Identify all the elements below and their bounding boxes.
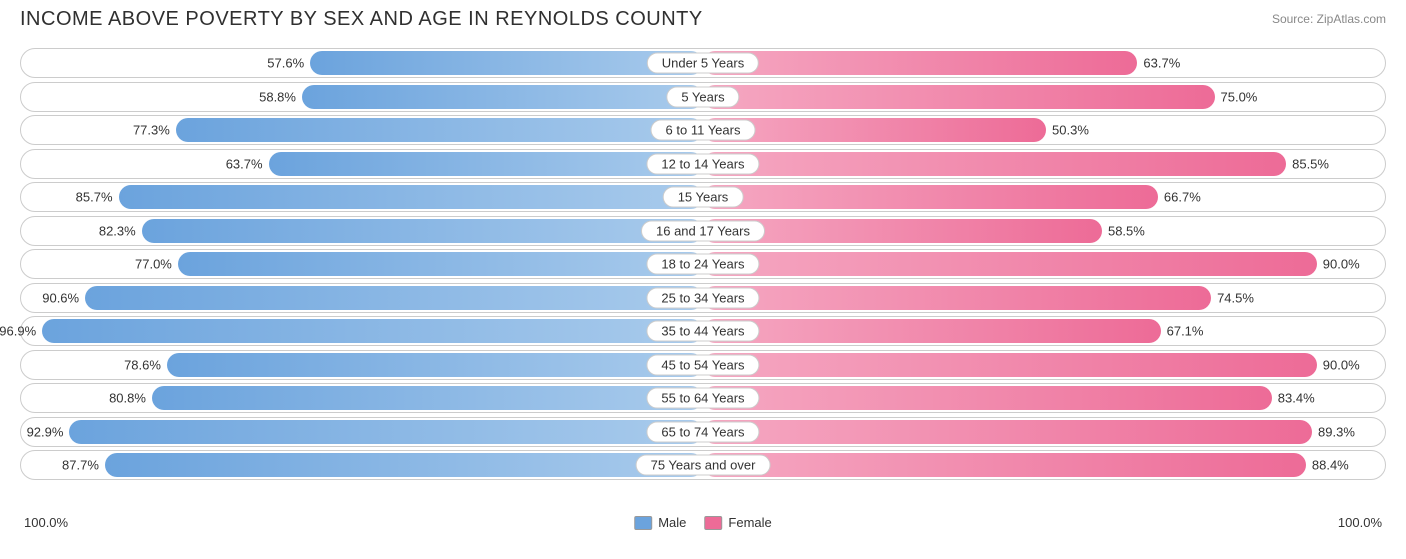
category-label: 12 to 14 Years bbox=[646, 153, 759, 174]
male-value: 57.6% bbox=[267, 56, 304, 71]
female-value: 89.3% bbox=[1318, 424, 1355, 439]
female-bar bbox=[703, 152, 1286, 176]
category-label: 75 Years and over bbox=[636, 455, 771, 476]
category-label: 6 to 11 Years bbox=[651, 120, 756, 141]
legend: Male Female bbox=[634, 515, 772, 530]
female-value: 50.3% bbox=[1052, 123, 1089, 138]
male-value: 58.8% bbox=[259, 89, 296, 104]
male-bar bbox=[269, 152, 703, 176]
male-value: 92.9% bbox=[27, 424, 64, 439]
category-label: 55 to 64 Years bbox=[646, 388, 759, 409]
data-row: 87.7% 88.4% 75 Years and over bbox=[20, 450, 1386, 480]
male-bar bbox=[152, 386, 703, 410]
male-value: 77.3% bbox=[133, 123, 170, 138]
female-value: 85.5% bbox=[1292, 156, 1329, 171]
axis-row: 100.0% Male Female 100.0% bbox=[20, 515, 1386, 535]
female-bar bbox=[703, 286, 1211, 310]
male-bar bbox=[142, 219, 703, 243]
legend-female-label: Female bbox=[728, 515, 771, 530]
male-value: 82.3% bbox=[99, 223, 136, 238]
data-row: 78.6% 90.0% 45 to 54 Years bbox=[20, 350, 1386, 380]
male-value: 80.8% bbox=[109, 391, 146, 406]
data-row: 90.6% 74.5% 25 to 34 Years bbox=[20, 283, 1386, 313]
category-label: 5 Years bbox=[666, 86, 739, 107]
female-value: 66.7% bbox=[1164, 190, 1201, 205]
category-label: 35 to 44 Years bbox=[646, 321, 759, 342]
female-swatch bbox=[704, 516, 722, 530]
male-bar bbox=[85, 286, 703, 310]
male-bar bbox=[105, 453, 703, 477]
data-row: 63.7% 85.5% 12 to 14 Years bbox=[20, 149, 1386, 179]
axis-right-label: 100.0% bbox=[1338, 515, 1382, 530]
axis-left-label: 100.0% bbox=[24, 515, 68, 530]
male-bar bbox=[167, 353, 703, 377]
female-value: 90.0% bbox=[1323, 257, 1360, 272]
female-bar bbox=[703, 252, 1317, 276]
data-row: 96.9%67.1%35 to 44 Years bbox=[20, 316, 1386, 346]
category-label: 65 to 74 Years bbox=[646, 421, 759, 442]
category-label: 15 Years bbox=[663, 187, 744, 208]
male-value: 96.9% bbox=[0, 324, 36, 339]
female-bar bbox=[703, 353, 1317, 377]
female-value: 88.4% bbox=[1312, 458, 1349, 473]
data-row: 92.9% 89.3% 65 to 74 Years bbox=[20, 417, 1386, 447]
male-value: 87.7% bbox=[62, 458, 99, 473]
chart-area: 57.6% 63.7% Under 5 Years 58.8% 75.0% 5 Years… bbox=[20, 48, 1386, 511]
male-bar bbox=[310, 51, 703, 75]
male-value: 85.7% bbox=[76, 190, 113, 205]
male-bar bbox=[119, 185, 703, 209]
data-row: 77.0% 90.0% 18 to 24 Years bbox=[20, 249, 1386, 279]
female-value: 58.5% bbox=[1108, 223, 1145, 238]
male-bar bbox=[302, 85, 703, 109]
male-bar bbox=[69, 420, 703, 444]
source-attribution: Source: ZipAtlas.com bbox=[1272, 12, 1386, 26]
female-value: 67.1% bbox=[1167, 324, 1204, 339]
female-value: 83.4% bbox=[1278, 391, 1315, 406]
female-value: 74.5% bbox=[1217, 290, 1254, 305]
female-value: 63.7% bbox=[1143, 56, 1180, 71]
category-label: Under 5 Years bbox=[647, 53, 759, 74]
data-row: 58.8% 75.0% 5 Years bbox=[20, 82, 1386, 112]
legend-male: Male bbox=[634, 515, 686, 530]
data-row: 85.7% 66.7% 15 Years bbox=[20, 182, 1386, 212]
category-label: 25 to 34 Years bbox=[646, 287, 759, 308]
female-bar bbox=[703, 453, 1306, 477]
legend-female: Female bbox=[704, 515, 771, 530]
male-bar bbox=[42, 319, 703, 343]
category-label: 18 to 24 Years bbox=[646, 254, 759, 275]
female-bar bbox=[703, 420, 1312, 444]
female-value: 75.0% bbox=[1221, 89, 1258, 104]
male-value: 77.0% bbox=[135, 257, 172, 272]
data-row: 82.3% 58.5% 16 and 17 Years bbox=[20, 216, 1386, 246]
male-bar bbox=[178, 252, 703, 276]
chart-title: INCOME ABOVE POVERTY BY SEX AND AGE IN R… bbox=[20, 8, 703, 31]
male-value: 90.6% bbox=[42, 290, 79, 305]
female-bar bbox=[703, 319, 1161, 343]
female-bar bbox=[703, 185, 1158, 209]
data-row: 80.8% 83.4% 55 to 64 Years bbox=[20, 383, 1386, 413]
category-label: 45 to 54 Years bbox=[646, 354, 759, 375]
male-value: 63.7% bbox=[226, 156, 263, 171]
male-bar bbox=[176, 118, 703, 142]
data-row: 77.3% 50.3% 6 to 11 Years bbox=[20, 115, 1386, 145]
male-swatch bbox=[634, 516, 652, 530]
male-value: 78.6% bbox=[124, 357, 161, 372]
category-label: 16 and 17 Years bbox=[641, 220, 765, 241]
female-value: 90.0% bbox=[1323, 357, 1360, 372]
data-row: 57.6% 63.7% Under 5 Years bbox=[20, 48, 1386, 78]
female-bar bbox=[703, 51, 1137, 75]
female-bar bbox=[703, 85, 1215, 109]
female-bar bbox=[703, 386, 1272, 410]
legend-male-label: Male bbox=[658, 515, 686, 530]
